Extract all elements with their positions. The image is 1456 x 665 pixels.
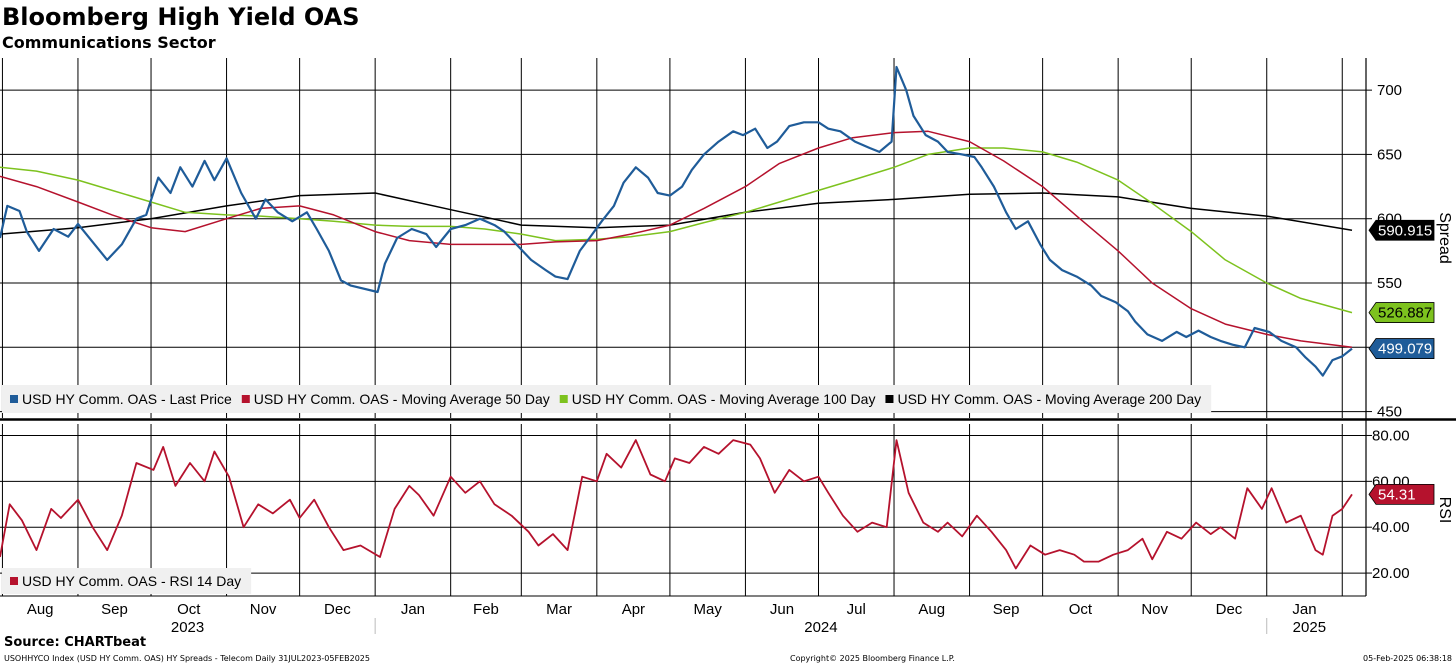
last-value-tag: 590.915 <box>1368 219 1435 241</box>
last-value-text: 526.887 <box>1378 305 1432 322</box>
series-line-top-1 <box>0 130 1353 349</box>
series-line-top-0 <box>0 65 1353 377</box>
legend-swatch <box>885 395 894 403</box>
footer-ticker: USOHHYCO Index (USD HY Comm. OAS) HY Spr… <box>4 654 370 663</box>
month-label: Apr <box>622 601 645 618</box>
legend-swatch <box>559 395 568 403</box>
legend-swatch <box>10 395 18 403</box>
chart-title: Bloomberg High Yield OAS <box>2 3 360 31</box>
ytick-label-bottom: 40.00 <box>1372 519 1410 536</box>
ytick-label-top: 550 <box>1377 275 1402 292</box>
month-label: Aug <box>27 601 54 618</box>
legend-label: USD HY Comm. OAS - Moving Average 200 Da… <box>897 391 1201 407</box>
year-label: 2025 <box>1293 619 1326 636</box>
ytick-label-top: 650 <box>1377 146 1402 163</box>
month-label: Dec <box>324 601 351 618</box>
month-label: Nov <box>250 601 277 618</box>
footer-timestamp: 05-Feb-2025 06:38:18 <box>1363 654 1452 663</box>
month-label: Jun <box>770 601 794 618</box>
legend-label: USD HY Comm. OAS - Last Price <box>22 391 232 407</box>
ytick-label-bottom: 20.00 <box>1372 565 1410 582</box>
legend-swatch <box>241 395 250 403</box>
legend-label: USD HY Comm. OAS - Moving Average 100 Da… <box>572 391 876 407</box>
last-value-bg <box>1368 219 1435 241</box>
month-label: Jan <box>401 601 425 618</box>
last-value-text: 590.915 <box>1378 222 1432 239</box>
last-value-tag: 526.887 <box>1368 302 1435 323</box>
legends: USD HY Comm. OAS - Last Price USD HY Comm… <box>2 385 1212 594</box>
series-line-rsi <box>0 439 1353 570</box>
last-value-text: 499.079 <box>1378 341 1432 358</box>
month-label: Dec <box>1216 601 1243 618</box>
last-value-tag: 54.31 <box>1368 483 1435 505</box>
last-value-bg <box>1368 483 1435 505</box>
month-label: Mar <box>546 601 572 618</box>
ytick-label-top: 700 <box>1377 82 1402 99</box>
ytick-label-bottom: 80.00 <box>1372 427 1410 444</box>
ylabel-spread: Spread <box>1436 212 1453 264</box>
legend: USD HY Comm. OAS - RSI 14 Day <box>2 568 252 594</box>
month-label: Jan <box>1292 601 1316 618</box>
chart-subtitle: Communications Sector <box>2 33 216 52</box>
axes <box>0 58 1456 634</box>
month-label: Oct <box>1069 601 1093 618</box>
legend-bg <box>2 568 252 594</box>
month-label: Aug <box>918 601 945 618</box>
last-value-text: 54.31 <box>1378 486 1416 503</box>
grid-lines <box>0 58 1366 596</box>
last-value-tag: 499.079 <box>1368 338 1435 359</box>
legend-bg <box>2 385 1212 413</box>
legend-label: USD HY Comm. OAS - RSI 14 Day <box>22 573 241 589</box>
legend: USD HY Comm. OAS - Last Price USD HY Comm… <box>2 385 1212 413</box>
axis-labels: 45050055060065070020.0040.0060.0080.00Au… <box>27 82 1453 636</box>
footer-copyright: Copyright© 2025 Bloomberg Finance L.P. <box>790 654 955 663</box>
ytick-label-top: 450 <box>1377 404 1402 421</box>
month-label: Feb <box>473 601 499 618</box>
year-label: 2023 <box>171 619 204 636</box>
month-label: Jul <box>847 601 866 618</box>
month-label: Sep <box>101 601 128 618</box>
ylabel-rsi: RSI <box>1436 497 1453 524</box>
last-value-bg <box>1368 302 1435 323</box>
legend-label: USD HY Comm. OAS - Moving Average 50 Day <box>254 391 550 407</box>
month-label: Sep <box>993 601 1020 618</box>
month-label: Oct <box>177 601 201 618</box>
month-label: Nov <box>1141 601 1168 618</box>
legend-swatch <box>10 577 18 585</box>
month-label: May <box>693 601 722 618</box>
last-value-bg <box>1368 338 1435 359</box>
source-note: Source: CHARTbeat <box>4 635 147 650</box>
series-line-top-2 <box>0 147 1353 314</box>
series-lines <box>0 65 1353 570</box>
year-label: 2024 <box>804 619 837 636</box>
